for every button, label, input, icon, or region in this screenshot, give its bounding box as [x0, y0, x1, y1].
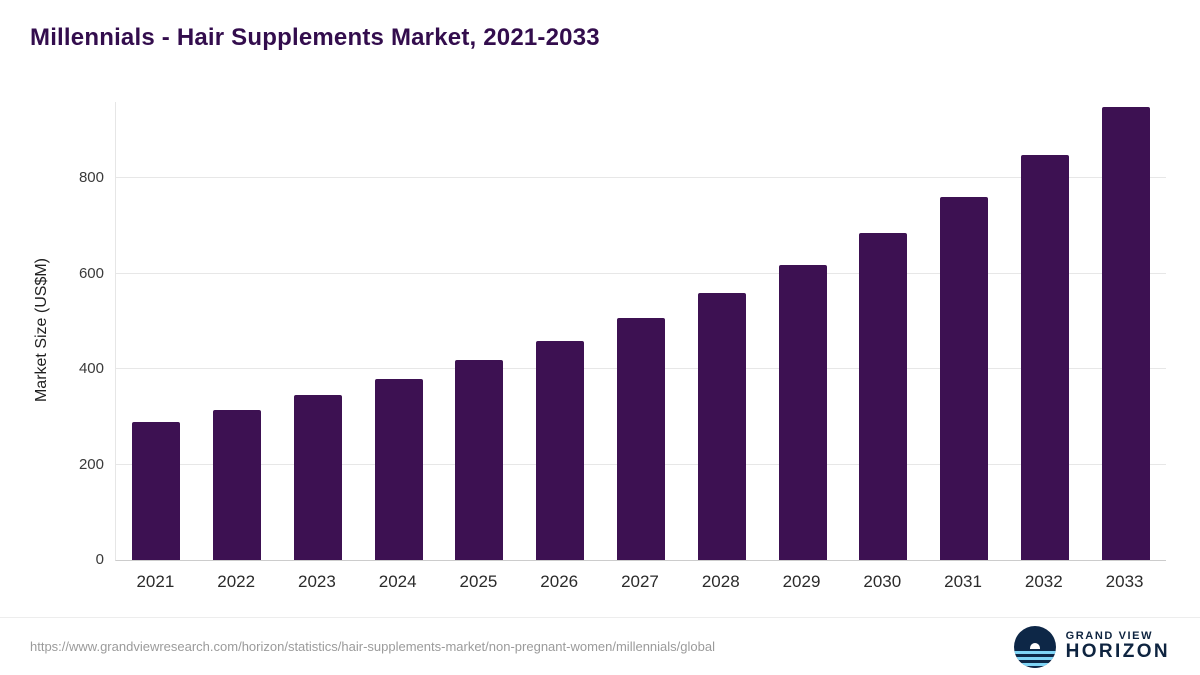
y-tick-label: 800: [78, 169, 104, 187]
bar-slot: [1004, 102, 1085, 560]
bar-slot: [762, 102, 843, 560]
y-tick-label: 200: [78, 455, 104, 473]
logo-text: GRAND VIEW HORIZON: [1066, 630, 1170, 663]
bar-2032: [1020, 155, 1069, 560]
x-tick-label: 2025: [459, 572, 498, 591]
x-tick-label: 2033: [1105, 572, 1144, 591]
bar-slot: [843, 102, 924, 560]
logo-line-horizon: HORIZON: [1065, 641, 1170, 663]
bar-2026: [536, 340, 585, 560]
bar-2021: [132, 421, 181, 560]
grid-line: [116, 272, 1166, 274]
bar-slot: [358, 102, 439, 560]
y-tick-label: 600: [78, 264, 104, 282]
horizon-sun-icon: [1013, 625, 1056, 668]
y-tick-label: 0: [95, 551, 104, 568]
grid-line: [116, 177, 1166, 179]
bar-2028: [697, 292, 746, 560]
horizon-stripes: [1013, 650, 1056, 668]
bar-slot: [601, 102, 682, 560]
x-tick-label: 2031: [944, 572, 982, 591]
x-tick-label: 2024: [378, 572, 417, 591]
sun-glyph: [1029, 642, 1040, 649]
bar-series: [116, 102, 1166, 560]
bar-slot: [116, 102, 197, 560]
bar-slot: [924, 102, 1005, 560]
x-tick-label: 2023: [298, 572, 336, 591]
bar-slot: [439, 102, 520, 560]
footer: https://www.grandviewresearch.com/horizo…: [0, 617, 1200, 675]
bar-2030: [859, 233, 908, 560]
bar-2025: [455, 359, 504, 560]
x-tick-label: 2030: [863, 572, 902, 591]
bar-2027: [616, 317, 665, 560]
bar-2029: [778, 265, 827, 560]
chart-title: Millennials - Hair Supplements Market, 2…: [30, 24, 600, 51]
x-axis-tick-labels: 2021 2022 2023 2024 2025 2026 2027 2028 2029 2030…: [115, 572, 1165, 592]
x-tick-label: 2027: [621, 572, 659, 591]
bar-2033: [1101, 106, 1150, 560]
bar-chart: Market Size (US$M) 0 200 400 600 800 2021 202…: [30, 90, 1170, 595]
bar-2023: [293, 395, 342, 560]
logo-line-grand-view: GRAND VIEW: [1065, 630, 1154, 642]
bar-slot: [1085, 102, 1166, 560]
x-tick-label: 2028: [701, 572, 740, 591]
source-url: https://www.grandviewresearch.com/horizo…: [30, 639, 715, 654]
bar-slot: [197, 102, 278, 560]
bar-slot: [681, 102, 762, 560]
x-tick-label: 2032: [1024, 572, 1063, 591]
x-tick-label: 2026: [540, 572, 579, 591]
plot-area: 0 200 400 600 800: [79, 102, 1166, 568]
x-tick-label: 2021: [136, 572, 175, 591]
bar-slot: [520, 102, 601, 560]
bar-slot: [278, 102, 359, 560]
x-tick-label: 2029: [782, 572, 821, 591]
bar-2031: [940, 197, 989, 560]
x-tick-label: 2022: [217, 572, 256, 591]
grand-view-horizon-logo: GRAND VIEW HORIZON: [1013, 625, 1170, 668]
bar-2022: [213, 409, 262, 560]
bar-2024: [374, 378, 423, 560]
y-tick-label: 400: [78, 360, 104, 378]
